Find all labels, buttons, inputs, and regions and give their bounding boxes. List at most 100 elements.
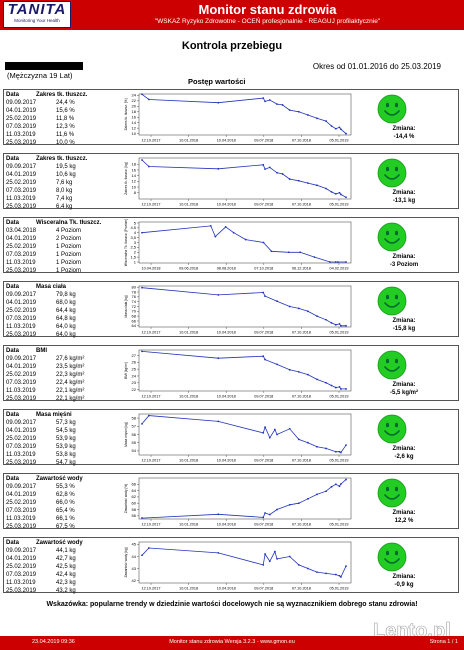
- measurement-table: Data Wisceralna Tk. tłuszcz. 03.04.2018 4 P…: [6, 219, 121, 275]
- row-value: 53,9 kg: [56, 444, 76, 450]
- y-tick-label: 56: [132, 432, 137, 437]
- table-row: 07.03.2019 8,0 kg: [6, 187, 121, 195]
- data-point: [340, 451, 342, 454]
- y-tick-label: 18: [132, 109, 137, 114]
- row-value: 55,3 %: [56, 484, 75, 490]
- row-value: 64,0 kg: [56, 332, 76, 338]
- row-value: 54,7 kg: [56, 460, 76, 466]
- header-metric: Masa mięśni: [36, 412, 72, 418]
- data-point: [262, 163, 265, 166]
- y-tick-label: 70: [132, 309, 137, 314]
- y-tick-label: 4,5: [130, 225, 136, 230]
- data-point: [147, 547, 150, 549]
- data-point: [141, 350, 143, 353]
- x-tick-label: 10.01.2018: [179, 331, 198, 335]
- plot-area: [138, 157, 352, 200]
- change-label: Zmiana:: [392, 446, 416, 452]
- x-tick-label: 09.07.2018: [254, 203, 273, 207]
- data-point: [340, 193, 342, 196]
- metric-panel: Data Zawartość wody 09.09.2017 44,1 kg 04.01…: [3, 537, 459, 594]
- y-tick-label: 72: [132, 304, 137, 309]
- row-value: 42,5 kg: [56, 564, 76, 570]
- x-tick-label: 07.10.2018: [292, 139, 311, 143]
- table-row: 25.02.2019 53,9 kg: [6, 435, 121, 443]
- row-value: 8,0 kg: [56, 188, 73, 194]
- table-row: 11.03.2019 53,8 kg: [6, 451, 121, 459]
- plot-area: [138, 477, 352, 520]
- data-point: [316, 378, 318, 381]
- y-tick-label: 78: [132, 289, 137, 294]
- metric-panel: Data Masa ciała 09.09.2017 79,8 kg 04.01.201…: [3, 281, 459, 338]
- row-date: 07.03.2019: [6, 508, 37, 514]
- data-point: [141, 286, 143, 289]
- y-tick-label: 76: [132, 294, 137, 299]
- y-tick-label: 60: [132, 501, 137, 506]
- change-summary: Zmiana: -2,6 kg: [354, 445, 454, 461]
- trend-chart: Zawartość wody [kg] 45 44 43 42 12.10.2017 10.…: [124, 541, 352, 591]
- data-point: [262, 241, 265, 244]
- data-point: [147, 414, 150, 417]
- table-row: 09.09.2017 44,1 kg: [6, 547, 121, 555]
- data-point: [340, 388, 342, 390]
- data-point: [297, 370, 300, 373]
- change-value: -13,1 kg: [392, 198, 416, 204]
- data-point: [209, 225, 212, 227]
- right-eye: [394, 422, 399, 428]
- data-point: [276, 363, 278, 366]
- data-point: [268, 513, 271, 516]
- x-tick-label: 10.04.2018: [217, 587, 236, 591]
- left-eye: [385, 486, 390, 492]
- x-tick-label: 05.01.2019: [329, 203, 348, 207]
- x-tick-label: 10.04.2018: [217, 459, 236, 463]
- data-point: [276, 103, 278, 106]
- measurement-table: Data BMI 09.09.2017 27,6 kg/m² 04.01.2019 23,…: [6, 347, 121, 403]
- data-point: [345, 565, 347, 568]
- logo-wordmark: TANITA: [7, 1, 67, 18]
- data-point: [287, 251, 290, 254]
- data-point: [270, 250, 273, 253]
- table-row: 04.01.2019 23,5 kg/m²: [6, 363, 121, 371]
- row-date: 11.03.2019: [6, 196, 36, 202]
- x-tick-label: 10.01.2018: [179, 523, 198, 527]
- y-tick-label: 4: [134, 230, 137, 235]
- y-tick-label: 62: [132, 494, 137, 499]
- header-date: Data: [6, 476, 20, 482]
- y-tick-label: 20: [132, 104, 137, 109]
- smile: [384, 366, 400, 372]
- table-row: 04.01.2019 2 Poziom: [6, 235, 121, 243]
- smiley-face-icon: [377, 350, 407, 380]
- data-point: [276, 171, 278, 174]
- left-eye: [385, 102, 390, 108]
- row-date: 04.01.2019: [6, 300, 37, 306]
- table-row: 25.02.2019 42,5 kg: [6, 563, 121, 571]
- header-metric: Zakres tk. tłuszcz.: [36, 156, 88, 162]
- header-metric: Zakres tk. tłuszcz.: [36, 92, 88, 98]
- data-point: [262, 564, 265, 566]
- y-tick-label: 58: [132, 507, 137, 512]
- y-tick-label: 24: [132, 373, 137, 378]
- hint-text: Wskazówka: popularne trendy w dziedzinie…: [46, 601, 418, 608]
- row-value: 68,0 kg: [56, 300, 76, 306]
- header-metric: Zawartość wody: [36, 540, 83, 546]
- face: [377, 94, 407, 124]
- data-point: [340, 324, 342, 327]
- change-value: -5,5 kg/m²: [389, 390, 418, 396]
- x-tick-label: 10.01.2018: [179, 139, 198, 143]
- table-row: 03.04.2018 4 Poziom: [6, 227, 121, 235]
- y-tick-label: 18: [132, 162, 137, 167]
- header-date: Data: [6, 348, 20, 354]
- table-row: 09.09.2017 79,8 kg: [6, 291, 121, 299]
- smiley-face-icon: [377, 222, 407, 252]
- y-tick-label: 43: [132, 566, 137, 571]
- y-tick-label: 8: [134, 190, 137, 195]
- right-eye: [394, 550, 399, 556]
- x-tick-label: 09.07.2018: [254, 139, 273, 143]
- y-tick-label: 58: [132, 415, 137, 420]
- table-row: 25.02.2019 64,4 kg: [6, 307, 121, 315]
- row-value: 2 Poziom: [56, 236, 82, 242]
- y-tick-label: 27: [132, 353, 137, 358]
- data-point: [264, 553, 266, 555]
- data-point: [334, 450, 337, 453]
